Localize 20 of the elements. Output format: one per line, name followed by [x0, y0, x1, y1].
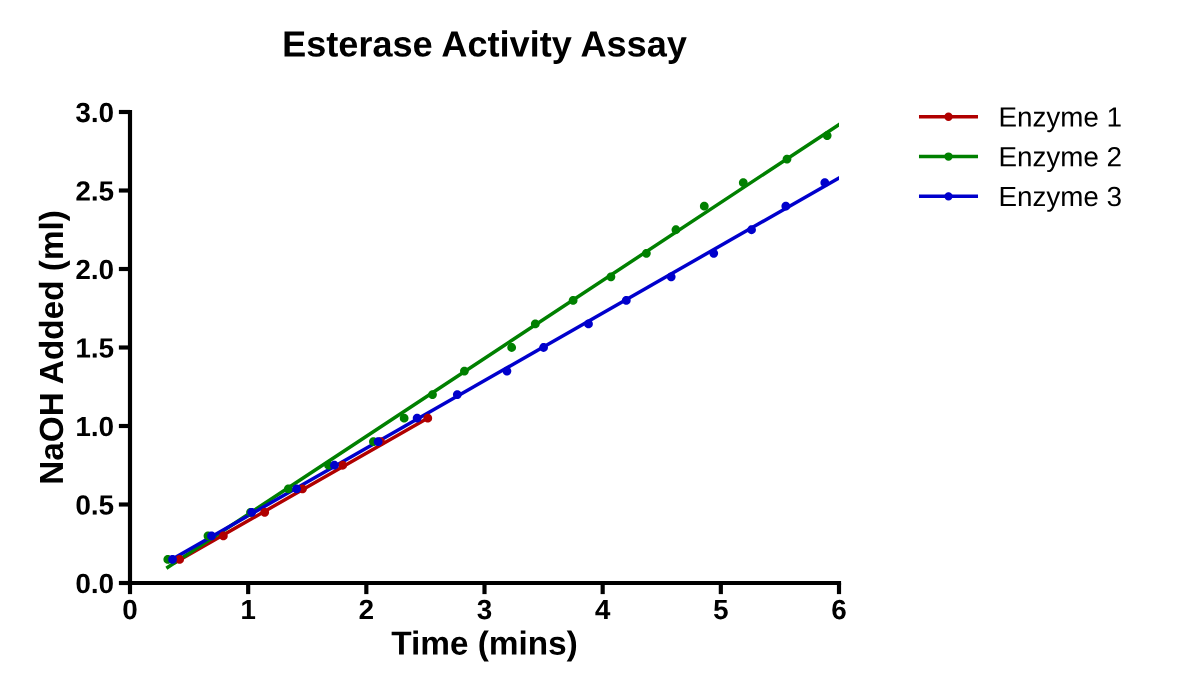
x-axis-title: Time (mins): [391, 630, 577, 662]
x-tick-label: 1: [242, 599, 256, 620]
legend-label: Enzyme 2: [1000, 146, 1121, 173]
legend-label: Enzyme 1: [1000, 107, 1121, 133]
y-tick-label: 3.0: [76, 102, 113, 123]
y-tick-label: 1.5: [77, 338, 114, 358]
x-tick-label: 2: [359, 599, 373, 620]
x-tick-label: 6: [832, 599, 846, 620]
y-tick-label: 2.0: [76, 259, 113, 280]
y-tick-label: 0.5: [76, 495, 114, 515]
x-tick-label: 0: [123, 599, 137, 620]
chart-title: Esterase Activity Assay: [284, 30, 687, 64]
y-tick-label: 1.0: [77, 416, 113, 437]
legend-label: Enzyme 3: [1000, 186, 1121, 212]
y-tick-label: 2.5: [76, 181, 114, 201]
x-tick-label: 3: [477, 599, 492, 620]
y-axis-title: NaOH Added (ml): [38, 211, 70, 483]
x-tick-label: 5: [713, 599, 728, 620]
y-tick-label: 0.0: [76, 573, 113, 594]
x-tick-label: 4: [595, 599, 611, 620]
